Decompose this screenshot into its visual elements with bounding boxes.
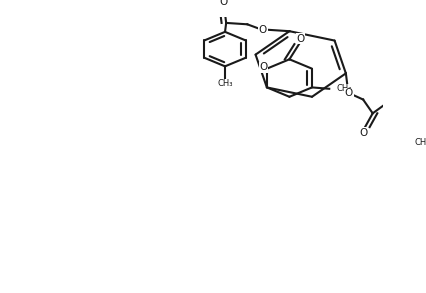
Text: O: O — [260, 62, 268, 72]
Text: CH₃: CH₃ — [217, 79, 233, 88]
Text: O: O — [359, 128, 367, 138]
Text: CH₃: CH₃ — [336, 84, 351, 93]
Text: O: O — [296, 34, 304, 44]
Text: O: O — [259, 25, 267, 35]
Text: O: O — [219, 0, 227, 7]
Text: CH₃: CH₃ — [415, 139, 426, 147]
Text: O: O — [345, 88, 353, 98]
